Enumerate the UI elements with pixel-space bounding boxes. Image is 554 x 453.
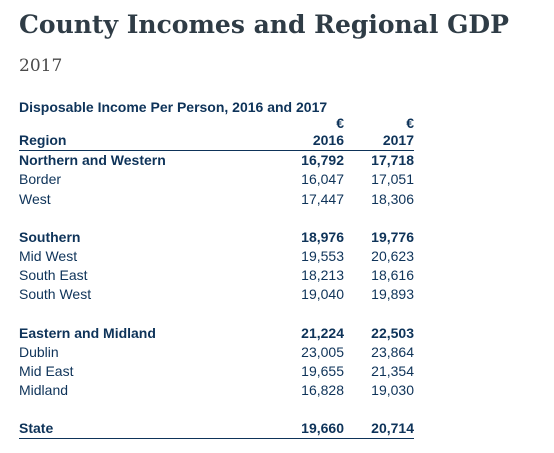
subregion-name: West — [19, 190, 51, 207]
table-row: Mid West 19,553 20,623 — [19, 247, 414, 266]
currency-symbol: € — [336, 115, 344, 131]
group-spacer — [19, 400, 414, 419]
value-2017: 18,616 — [371, 267, 414, 284]
value-2016: 16,828 — [301, 382, 344, 399]
subregion-name: Border — [19, 171, 62, 188]
value-2016: 19,655 — [301, 362, 344, 379]
column-header-2016: 2016 — [274, 131, 344, 152]
value-2016: 16,047 — [301, 171, 344, 188]
table-row: West 17,447 18,306 — [19, 190, 414, 209]
state-name: State — [19, 419, 274, 440]
subregion-name: Mid West — [19, 248, 78, 265]
subregion-name: South West — [19, 286, 92, 303]
table-row: Border 16,047 17,051 — [19, 170, 414, 189]
value-2016: 19,553 — [301, 248, 344, 265]
region-name: Northern and Western — [19, 152, 166, 169]
value-2016: 18,213 — [301, 267, 344, 284]
region-name: Eastern and Midland — [19, 324, 156, 341]
subregion-name: South East — [19, 267, 88, 284]
page-subtitle: 2017 — [19, 56, 63, 76]
subregion-name: Dublin — [19, 343, 59, 360]
value-2017: 20,714 — [344, 419, 414, 440]
value-2016: 21,224 — [301, 324, 344, 341]
value-2016: 18,976 — [301, 228, 344, 245]
region-total-row: Eastern and Midland 21,224 22,503 — [19, 324, 414, 343]
income-table-section: Disposable Income Per Person, 2016 and 2… — [19, 98, 414, 440]
table-row: Dublin 23,005 23,864 — [19, 343, 414, 362]
value-2016: 19,660 — [274, 419, 344, 440]
value-2016: 19,040 — [301, 286, 344, 303]
region-name: Southern — [19, 228, 81, 245]
currency-row: € € — [19, 116, 414, 131]
value-2017: 21,354 — [371, 362, 414, 379]
table-row: Midland 16,828 19,030 — [19, 381, 414, 400]
table-row: South West 19,040 19,893 — [19, 285, 414, 304]
value-2017: 20,623 — [371, 248, 414, 265]
column-header-region: Region — [19, 131, 274, 152]
value-2016: 16,792 — [301, 152, 344, 169]
value-2017: 23,864 — [371, 343, 414, 360]
group-spacer — [19, 305, 414, 324]
value-2016: 23,005 — [301, 343, 344, 360]
value-2017: 19,030 — [371, 382, 414, 399]
value-2017: 22,503 — [371, 324, 414, 341]
value-2017: 19,776 — [371, 228, 414, 245]
subregion-name: Mid East — [19, 362, 74, 379]
currency-spacer — [19, 116, 274, 131]
value-2017: 18,306 — [371, 190, 414, 207]
currency-symbol: € — [406, 115, 414, 131]
value-2017: 17,718 — [371, 152, 414, 169]
table-title: Disposable Income Per Person, 2016 and 2… — [19, 99, 328, 115]
state-total-row: State 19,660 20,714 — [19, 419, 414, 440]
value-2017: 19,893 — [371, 286, 414, 303]
region-total-row: Southern 18,976 19,776 — [19, 228, 414, 247]
value-2017: 17,051 — [371, 171, 414, 188]
subregion-name: Midland — [19, 382, 69, 399]
region-total-row: Northern and Western 16,792 17,718 — [19, 151, 414, 171]
value-2016: 17,447 — [301, 190, 344, 207]
table-row: South East 18,213 18,616 — [19, 266, 414, 285]
column-header-2017: 2017 — [344, 131, 414, 152]
income-table: € € Region 2016 2017 Northern and Wester… — [19, 116, 414, 440]
header-row: Region 2016 2017 — [19, 131, 414, 152]
group-spacer — [19, 209, 414, 228]
table-row: Mid East 19,655 21,354 — [19, 362, 414, 381]
page-title: County Incomes and Regional GDP — [19, 10, 509, 39]
